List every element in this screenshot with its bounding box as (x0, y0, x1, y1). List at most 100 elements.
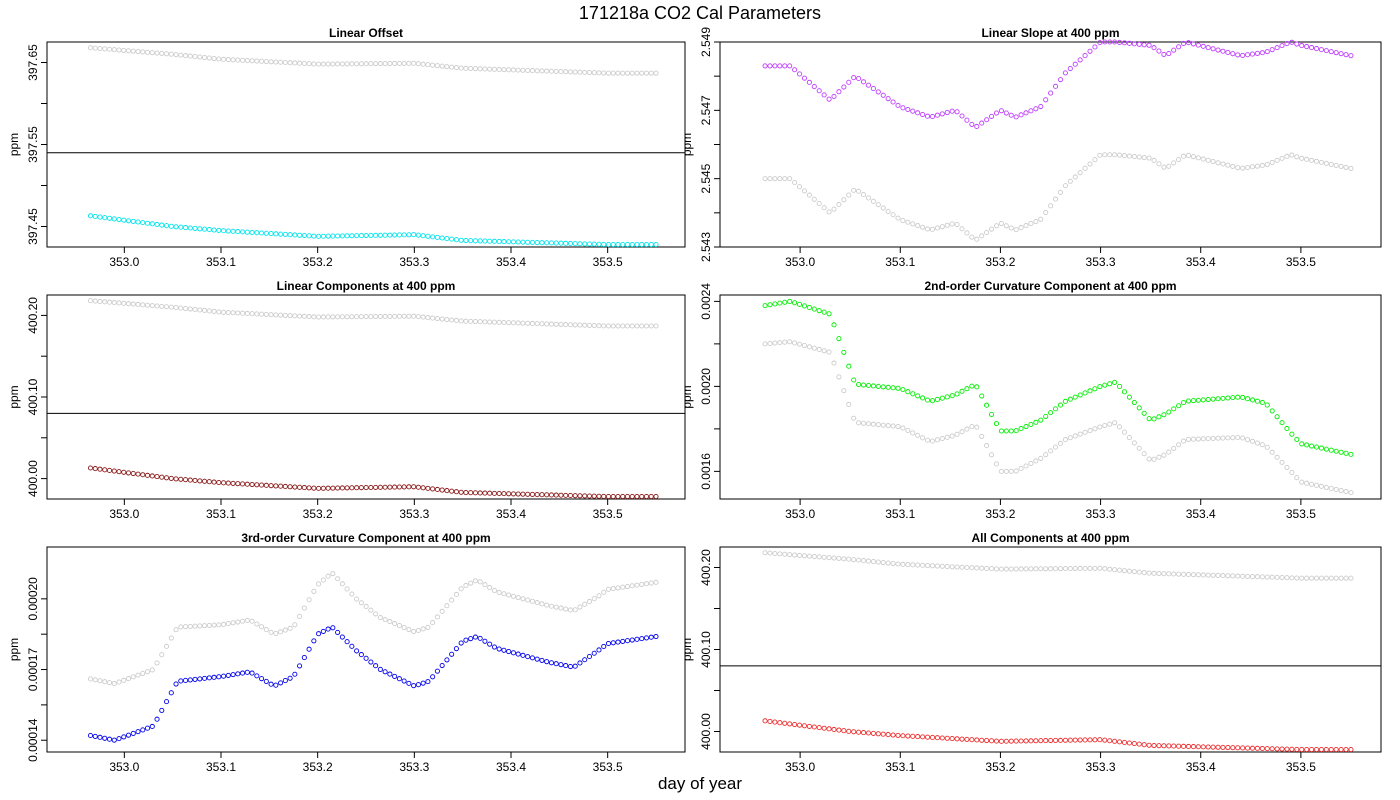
data-point (87, 213, 94, 219)
data-point (1259, 50, 1265, 56)
data-point (572, 322, 578, 328)
data-point (268, 483, 274, 489)
data-point (1161, 743, 1167, 749)
data-point (586, 598, 593, 605)
data-point (900, 387, 906, 393)
data-point (1077, 57, 1083, 63)
data-point (1338, 51, 1344, 57)
data-point (954, 109, 960, 115)
data-point (856, 75, 862, 82)
data-point (463, 65, 469, 71)
data-point (102, 467, 108, 473)
x-tick-label: 353.1 (885, 507, 915, 521)
data-point (358, 61, 364, 67)
data-point (553, 240, 559, 246)
data-point (1057, 737, 1064, 743)
data-point (974, 384, 980, 390)
data-point (163, 699, 170, 705)
data-point (821, 92, 827, 98)
data-point (382, 61, 388, 67)
data-point (1097, 424, 1103, 430)
data-point (1294, 436, 1300, 442)
data-point (354, 314, 360, 320)
data-point (325, 573, 331, 579)
data-point (97, 214, 103, 220)
data-point (1161, 51, 1167, 57)
data-point (1304, 575, 1310, 581)
data-point (225, 309, 231, 316)
data-point (487, 319, 493, 325)
data-point (1181, 743, 1187, 749)
data-point (1313, 746, 1320, 753)
data-point (920, 435, 926, 441)
data-point (648, 241, 654, 248)
data-point (1136, 41, 1142, 47)
data-point (787, 176, 793, 182)
data-point (816, 308, 822, 314)
y-axis-label: ppm (7, 133, 21, 156)
data-point (1220, 48, 1226, 54)
data-point (106, 467, 113, 473)
data-point (144, 725, 151, 731)
data-point (1062, 398, 1068, 404)
data-point (463, 490, 469, 496)
data-point (1161, 452, 1167, 458)
data-point (1067, 566, 1073, 572)
data-point (993, 738, 1000, 744)
data-point (430, 620, 436, 626)
data-point (187, 623, 193, 629)
data-point (92, 677, 98, 683)
data-point (639, 636, 645, 642)
data-point (325, 233, 331, 239)
panel-title: All Components at 400 ppm (971, 531, 1129, 545)
data-point (187, 477, 193, 483)
data-point (182, 53, 189, 59)
data-point (1328, 447, 1334, 453)
data-point (515, 651, 521, 657)
data-point (1028, 108, 1034, 114)
data-point (1294, 41, 1300, 47)
data-point (254, 230, 260, 236)
data-point (401, 678, 407, 684)
data-point (1121, 568, 1128, 574)
data-point (1240, 52, 1246, 58)
data-point (653, 633, 659, 640)
data-point (278, 59, 284, 65)
data-point (1107, 566, 1113, 572)
data-point (206, 227, 212, 233)
data-point (648, 323, 654, 329)
data-point (406, 484, 412, 490)
data-point (316, 485, 322, 491)
data-point (344, 314, 350, 320)
data-point (900, 218, 906, 224)
data-point (401, 484, 407, 490)
data-point (377, 313, 383, 320)
data-point (577, 604, 583, 610)
data-point (544, 602, 550, 608)
data-point (268, 59, 274, 65)
data-point (173, 224, 179, 230)
data-point (149, 667, 155, 673)
data-point (567, 69, 574, 75)
data-point (596, 493, 602, 499)
data-point (202, 478, 208, 484)
data-point (135, 219, 141, 225)
data-point (1077, 170, 1083, 176)
data-point (1057, 189, 1064, 195)
data-point (97, 466, 103, 472)
data-point (563, 69, 569, 75)
data-point (339, 233, 345, 239)
data-point (211, 674, 217, 680)
data-point (548, 321, 555, 327)
data-point (1313, 575, 1320, 581)
data-point (254, 311, 260, 317)
data-point (572, 69, 578, 75)
data-point (816, 88, 822, 94)
data-point (762, 341, 768, 347)
data-point (1023, 423, 1029, 430)
data-point (216, 622, 222, 628)
data-point (1195, 572, 1201, 578)
data-point (1333, 162, 1339, 168)
data-point (506, 320, 512, 326)
